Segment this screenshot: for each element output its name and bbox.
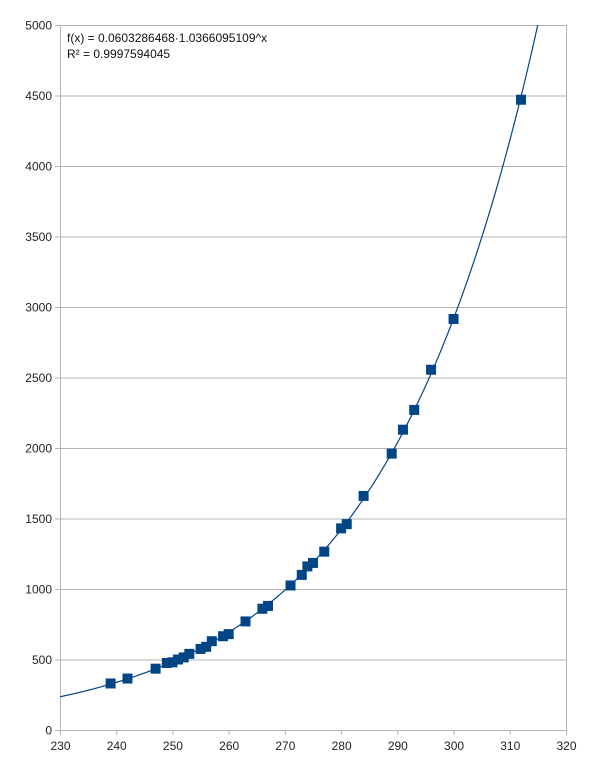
data-point <box>386 448 397 459</box>
trendline-r-squared: R² = 0.9997594045 <box>67 47 170 61</box>
data-point <box>319 546 330 557</box>
trendline-equation: f(x) = 0.0603286468·1.0366095109^x <box>67 31 267 45</box>
x-tick-label: 250 <box>163 739 183 753</box>
x-tick-label: 280 <box>332 739 352 753</box>
x-tick-label: 230 <box>50 739 70 753</box>
y-tick-label: 3500 <box>25 230 52 244</box>
x-axis-tick-labels: 230 240 250 260 270 280 290 300 310 320 <box>50 739 576 753</box>
data-point <box>263 600 274 611</box>
data-point <box>161 658 172 669</box>
data-point <box>218 631 229 642</box>
data-point <box>167 657 178 668</box>
data-point <box>426 364 437 375</box>
data-point <box>240 616 251 627</box>
data-point <box>285 580 296 591</box>
y-axis-tick-labels: 0 500 1000 1500 2000 2500 3000 3500 4000 4500 5000 <box>25 19 52 738</box>
data-point <box>358 490 369 501</box>
y-tick-label: 1500 <box>25 512 52 526</box>
data-point <box>516 94 527 105</box>
data-point <box>195 643 206 654</box>
y-tick-label: 4500 <box>25 89 52 103</box>
data-point <box>257 603 268 614</box>
y-tick-label: 500 <box>32 653 52 667</box>
y-tick-label: 0 <box>45 724 52 738</box>
x-tick-label: 320 <box>556 739 576 753</box>
x-tick-label: 270 <box>275 739 295 753</box>
y-tick-label: 2000 <box>25 442 52 456</box>
data-point <box>201 641 212 652</box>
data-point <box>308 557 318 568</box>
data-point <box>296 569 307 580</box>
data-point <box>105 678 116 689</box>
data-point <box>206 636 217 647</box>
trendline <box>60 25 539 698</box>
y-tick-label: 4000 <box>25 160 52 174</box>
x-tick-label: 260 <box>219 739 239 753</box>
x-tick-label: 310 <box>500 739 520 753</box>
data-point <box>448 313 459 324</box>
x-tick-label: 240 <box>107 739 127 753</box>
data-point <box>302 561 313 572</box>
y-tick-label: 1000 <box>25 583 52 597</box>
data-points <box>105 94 527 689</box>
data-point <box>341 519 352 530</box>
data-point <box>173 654 184 665</box>
data-point <box>150 663 161 674</box>
x-tick-label: 300 <box>444 739 464 753</box>
data-point <box>184 648 195 659</box>
trendline-curve <box>60 25 539 698</box>
y-tick-label: 5000 <box>25 19 52 33</box>
data-point <box>336 523 347 534</box>
data-point <box>409 404 420 415</box>
data-point <box>178 652 189 663</box>
x-tick-label: 290 <box>388 739 408 753</box>
y-tick-label: 2500 <box>25 371 52 385</box>
axes <box>60 25 567 735</box>
data-point <box>397 424 408 435</box>
grid-lines <box>55 25 566 731</box>
data-point <box>122 673 133 684</box>
data-point <box>223 629 234 640</box>
y-tick-label: 3000 <box>25 301 52 315</box>
